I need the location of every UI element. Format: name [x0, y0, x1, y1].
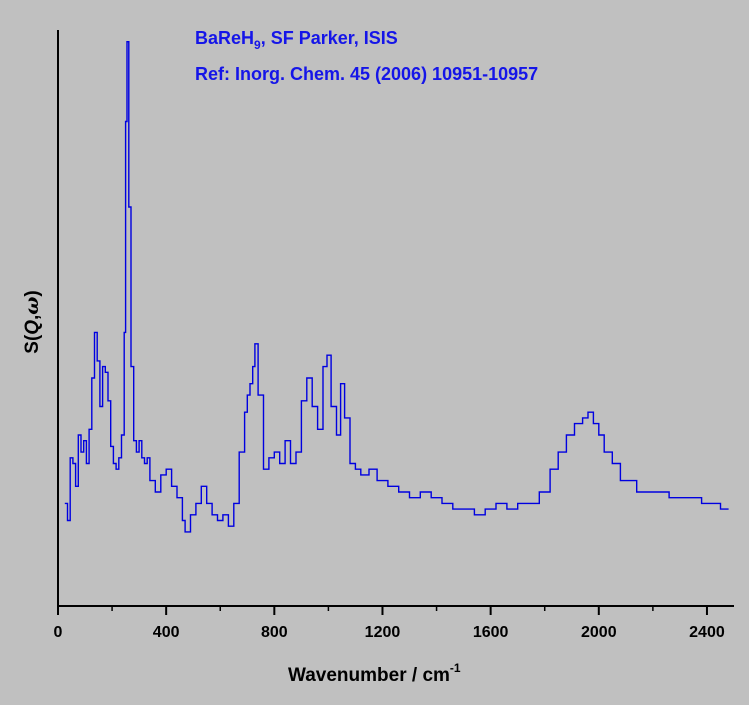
chart-title-main: BaReH — [195, 28, 254, 48]
chart-subtitle: Ref: Inorg. Chem. 45 (2006) 10951-10957 — [195, 64, 538, 84]
x-axis-label: Wavenumber / cm-1 — [288, 661, 461, 686]
x-tick-label-800: 800 — [261, 624, 288, 641]
plot-layer: 0 400 800 1200 1600 2000 2400 — [54, 30, 734, 641]
y-axis-label-s: S( — [22, 334, 43, 354]
x-tick-label-1600: 1600 — [473, 624, 509, 641]
y-axis-label-comma: , — [22, 315, 43, 320]
x-axis-label-main: Wavenumber / cm — [288, 665, 450, 686]
series-line-0 — [64, 41, 729, 533]
chart-title-subscript: 9 — [254, 38, 261, 52]
x-tick-label-1200: 1200 — [365, 624, 401, 641]
y-axis-label-q: Q — [22, 320, 43, 335]
x-axis-label-superscript: -1 — [450, 661, 461, 675]
x-tick-label-400: 400 — [153, 624, 180, 641]
x-tick-label-2400: 2400 — [689, 624, 725, 641]
chart-title: BaReH9, SF Parker, ISIS — [195, 28, 398, 52]
chart-title-rest: , SF Parker, ISIS — [261, 28, 398, 48]
x-tick-label-2000: 2000 — [581, 624, 617, 641]
x-tick-label-0: 0 — [54, 624, 63, 641]
y-axis-label-close: ) — [22, 290, 43, 296]
y-axis-label-omega: ω — [21, 297, 43, 315]
y-axis-label: S(Q,ω) — [21, 290, 43, 353]
